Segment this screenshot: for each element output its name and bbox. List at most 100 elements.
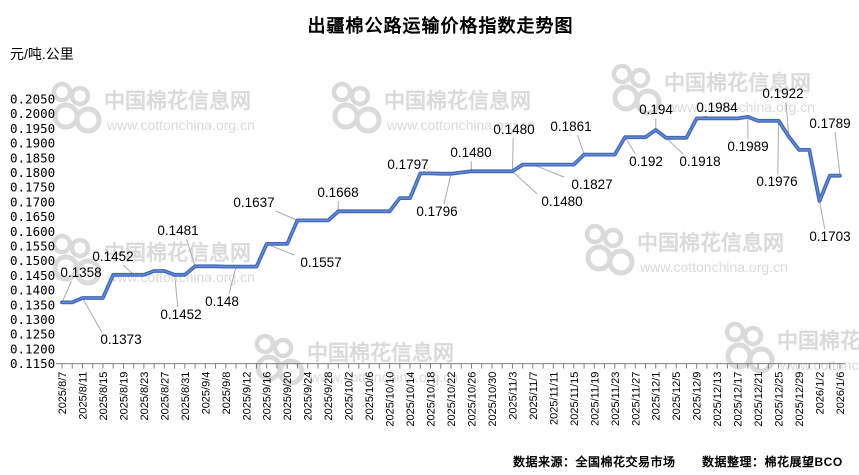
watermark-logo-icon [74, 106, 102, 134]
y-axis-tick-label: 0.1200 [10, 341, 55, 356]
data-point-labels: 0.1358 0.1373 0.1452 0.1452 0.1481 0.148 0.155… [60, 86, 850, 347]
label-leader-line [61, 280, 72, 303]
watermark-site-name: 中国棉花信息网 [664, 71, 811, 95]
y-axis-tick-label: 0.1300 [10, 312, 55, 327]
y-axis-tick-label: 0.1850 [10, 150, 55, 165]
watermark-site-url: www.cottonchina.org.cn [106, 117, 255, 133]
data-point-label: 0.1922 [762, 86, 803, 101]
watermark-site-url: www.cottonchina.org.cn [639, 259, 788, 275]
data-point-label: 0.148 [205, 294, 239, 309]
watermark-logo-icon [611, 63, 633, 85]
y-axis-tick-label: 0.1400 [10, 283, 55, 298]
watermark-logo-icon [69, 237, 91, 259]
x-axis-tick-label: 2025/11/19 [589, 372, 601, 426]
watermark-site-name: 中国棉花信息网 [307, 341, 454, 365]
data-point-label: 0.1480 [541, 194, 582, 209]
data-source-note: 数据来源：全国棉花交易市场 [513, 455, 676, 469]
watermark-site-name: 中国棉花信息网 [384, 89, 531, 113]
x-axis-tick-label: 2025/11/27 [630, 372, 642, 426]
y-axis-tick-label: 0.2000 [10, 106, 55, 121]
watermark-logo-icon [585, 244, 613, 272]
y-axis-tick-label: 0.1650 [10, 209, 55, 224]
y-axis-tick-labels: 0.20500.20000.19500.19000.18500.18000.17… [10, 92, 55, 372]
watermark-site-url: www.cottonchina.org.cn [309, 369, 458, 385]
label-leader-line [577, 134, 585, 155]
price-line-series [60, 115, 842, 305]
x-axis-tick-label: 2025/10/6 [364, 372, 376, 421]
y-axis-tick-label: 0.1550 [10, 239, 55, 254]
x-axis-tick-label: 2025/10/10 [385, 372, 397, 427]
watermark-logo-icon [612, 84, 640, 112]
watermark-logo-icon [584, 223, 606, 245]
watermark-logo-icon [69, 85, 91, 107]
x-axis-tick-label: 2025/12/13 [712, 372, 724, 427]
data-point-label: 0.1827 [571, 177, 612, 192]
data-point-label: 0.1984 [696, 100, 738, 115]
x-axis-tick-label: 2025/9/28 [323, 372, 335, 421]
watermark-logo-icon [331, 81, 353, 103]
x-axis-tick-label: 2025/8/31 [180, 372, 192, 421]
y-axis-unit-label: 元/吨.公里 [10, 46, 74, 62]
label-leader-line [174, 274, 179, 308]
data-point-label: 0.1703 [809, 229, 850, 244]
y-axis-tick-label: 0.1250 [10, 327, 55, 342]
label-leader-line [443, 173, 452, 205]
x-axis-tick-label: 2025/10/22 [446, 372, 458, 427]
x-axis-tick-label: 2025/8/7 [57, 372, 69, 415]
label-leader-line [228, 266, 237, 295]
y-axis-tick-label: 0.1900 [10, 136, 55, 151]
label-leader-line [82, 297, 103, 333]
watermark-logo-icon [51, 81, 73, 103]
x-axis-tick-label: 2026/1/2 [815, 372, 827, 415]
x-axis-tick-label: 2025/12/21 [753, 372, 765, 427]
watermark-tile: 中国棉花信息网 www.cottonchina.org.cn [611, 63, 815, 116]
x-axis-tick-label: 2025/10/2 [344, 372, 356, 421]
watermark-logo-icon [332, 102, 360, 130]
watermark-logo-icon [74, 258, 102, 286]
x-axis-tick-label: 2025/11/11 [548, 372, 560, 425]
data-point-label: 0.1989 [727, 139, 768, 154]
price-line-highlight [61, 116, 841, 303]
watermark-site-name: 中国棉花信息网 [637, 231, 784, 255]
watermark-logo-icon [354, 106, 382, 134]
label-leader-line [512, 170, 538, 195]
data-point-label: 0.1481 [157, 223, 198, 238]
x-axis-tick-label: 2025/10/26 [466, 372, 478, 427]
y-axis-tick-label: 0.1500 [10, 253, 55, 268]
x-axis-tick-label: 2025/9/20 [282, 372, 294, 421]
watermark-tile: 中国棉花信息网 www.cottonchina.org.cn [331, 81, 535, 134]
label-leader-line [834, 131, 841, 176]
y-axis-tick-label: 0.1700 [10, 194, 55, 209]
data-point-label: 0.1373 [100, 332, 141, 347]
watermark-logo-icon [52, 102, 80, 130]
label-leader-line [511, 137, 514, 172]
watermark-logo-icon [277, 358, 305, 386]
x-axis-tick-label: 2025/8/11 [77, 372, 89, 420]
x-axis-tick-label: 2025/9/16 [262, 372, 274, 421]
x-axis-tick-label: 2025/9/12 [241, 372, 253, 421]
y-axis-tick-label: 0.1800 [10, 165, 55, 180]
watermark-site-url: www.cottonchina.org.cn [779, 357, 859, 373]
watermark-logo-icon [272, 337, 294, 359]
data-point-label: 0.1797 [387, 157, 428, 172]
x-axis-tick-label: 2025/10/18 [426, 372, 438, 427]
x-axis-tick-label: 2025/12/25 [774, 372, 786, 427]
data-point-label: 0.1861 [550, 119, 591, 134]
watermark-logo-icon [629, 67, 651, 89]
y-axis-tick-label: 0.1350 [10, 297, 55, 312]
x-axis-tick-label: 2025/10/14 [405, 372, 417, 427]
label-leader-line [624, 136, 636, 155]
x-axis-tick-label: 2025/9/24 [303, 372, 315, 421]
x-axis-tick-label: 2025/12/9 [692, 372, 704, 421]
data-point-label: 0.1452 [160, 307, 201, 322]
x-axis-tick-label: 2026/1/6 [835, 372, 847, 415]
x-axis-tick-label: 2025/12/17 [733, 372, 745, 427]
watermark-logo-icon [742, 325, 764, 347]
x-axis-tick-label: 2025/8/27 [159, 372, 171, 421]
y-axis-tick-label: 0.2050 [10, 92, 55, 107]
y-axis-tick-label: 0.1750 [10, 180, 55, 195]
data-point-label: 0.1789 [809, 116, 850, 131]
x-axis-tick-label: 2025/9/4 [200, 372, 212, 415]
x-axis-tick-label: 2025/10/30 [487, 372, 499, 427]
x-axis [56, 363, 845, 369]
